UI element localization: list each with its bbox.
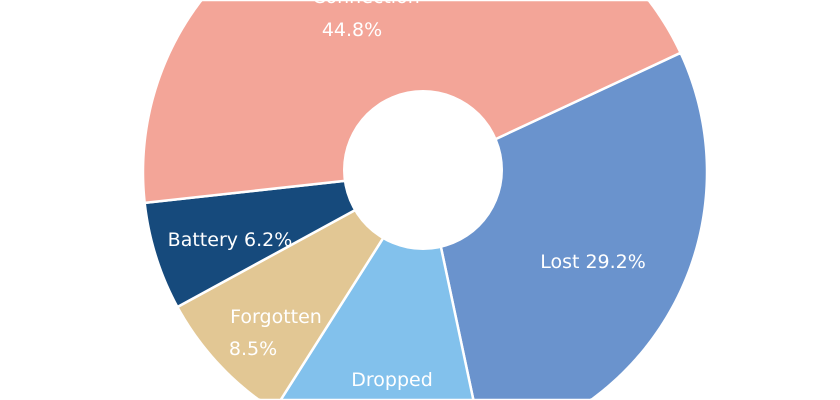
slice-label-lost: Lost 29.2% <box>540 251 646 273</box>
slice-label-connection: Connection <box>312 0 420 8</box>
slice-label-battery: Battery 6.2% <box>168 229 293 251</box>
donut-hole <box>343 90 503 250</box>
slice-forgotten <box>176 170 427 400</box>
slice-value-forgotten: 8.5% <box>229 338 277 360</box>
slice-label-dropped: Dropped <box>351 369 433 391</box>
slice-value-connection: 44.8% <box>322 19 382 41</box>
slice-label-forgotten: Forgotten <box>230 306 322 328</box>
